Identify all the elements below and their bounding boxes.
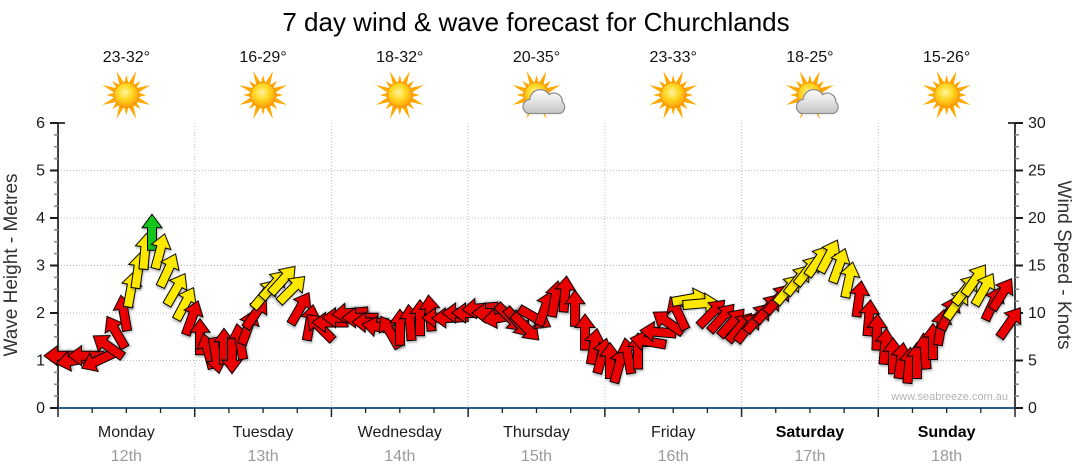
- day-date-label: 13th: [248, 448, 279, 465]
- right-tick-label: 20: [1028, 210, 1046, 227]
- wind-arrow: [858, 298, 881, 337]
- left-tick-label: 1: [36, 353, 45, 370]
- wind-arrow: [189, 317, 211, 356]
- wind-arrow: [987, 278, 1014, 313]
- sun-cloud-icon: [785, 70, 839, 120]
- day-date-label: 12th: [111, 448, 142, 465]
- temperature-range-label: 18-25°: [786, 49, 833, 66]
- left-tick-label: 4: [36, 210, 45, 227]
- wind-arrow: [866, 313, 889, 351]
- page-title: 7 day wind & wave forecast for Churchlan…: [282, 7, 789, 37]
- day-name-label: Saturday: [776, 424, 845, 441]
- day-date-label: 16th: [658, 448, 689, 465]
- sun-icon: [102, 70, 151, 120]
- wind-arrow: [162, 272, 188, 308]
- axis-tick-labels: 0 1 2 3 4 5 6 0 5 10 15 20 25 30: [36, 115, 1046, 417]
- wind-arrow: [848, 280, 871, 318]
- wind-arrow: [180, 300, 204, 337]
- left-tick-label: 6: [36, 115, 45, 132]
- day-labels-row: Monday 12th Tuesday 13th Wednesday 14th Thursd…: [98, 424, 976, 465]
- wind-arrow: [827, 247, 851, 285]
- wind-arrow: [995, 307, 1022, 341]
- wind-arrow: [155, 253, 180, 290]
- wind-arrow: [92, 334, 127, 361]
- day-date-label: 14th: [384, 448, 415, 465]
- temperature-row: 23-32° 16-29° 18-32° 20-35° 23-33° 18-25° 15-2…: [103, 49, 971, 66]
- sun-icon: [239, 70, 288, 120]
- temperature-range-label: 18-32°: [376, 49, 423, 66]
- left-tick-label: 3: [36, 258, 45, 275]
- right-tick-label: 25: [1028, 163, 1046, 180]
- left-axis-title: Wave Height - Metres: [1, 173, 22, 356]
- day-date-label: 15th: [521, 448, 552, 465]
- wind-arrow: [970, 272, 996, 308]
- day-name-label: Tuesday: [233, 424, 294, 441]
- temperature-range-label: 20-35°: [513, 49, 560, 66]
- right-axis-title: Wind Speed - Knots: [1053, 181, 1074, 350]
- watermark: www.seabreeze.com.au: [890, 391, 1008, 403]
- wind-arrow: [839, 261, 861, 299]
- sun-icon: [922, 70, 971, 120]
- day-date-label: 18th: [931, 448, 962, 465]
- wind-arrow-series: [43, 213, 1022, 385]
- sun-icon: [649, 70, 698, 120]
- gridlines: [58, 123, 1015, 408]
- day-name-label: Sunday: [918, 424, 976, 441]
- left-tick-label: 0: [36, 400, 45, 417]
- temperature-range-label: 16-29°: [239, 49, 286, 66]
- day-name-label: Monday: [98, 424, 155, 441]
- day-date-label: 17th: [794, 448, 825, 465]
- weather-icons-row: [102, 70, 971, 120]
- temperature-range-label: 23-32°: [103, 49, 150, 66]
- day-name-label: Friday: [651, 424, 695, 441]
- temperature-range-label: 15-26°: [923, 49, 970, 66]
- right-tick-label: 0: [1028, 400, 1037, 417]
- wind-arrow: [150, 233, 172, 271]
- wind-arrow: [564, 289, 586, 327]
- day-name-label: Thursday: [503, 424, 570, 441]
- right-tick-label: 30: [1028, 115, 1046, 132]
- right-tick-label: 15: [1028, 258, 1046, 275]
- sun-cloud-icon: [512, 70, 566, 120]
- left-tick-label: 5: [36, 163, 45, 180]
- wind-arrow: [574, 313, 596, 351]
- temperature-range-label: 23-33°: [650, 49, 697, 66]
- right-tick-label: 5: [1028, 353, 1037, 370]
- day-name-label: Wednesday: [358, 424, 442, 441]
- wind-arrow: [275, 275, 306, 306]
- right-tick-label: 10: [1028, 305, 1046, 322]
- left-tick-label: 2: [36, 305, 45, 322]
- sun-icon: [375, 70, 424, 120]
- axis-ticks: [50, 122, 1023, 417]
- wind-arrow: [141, 213, 163, 251]
